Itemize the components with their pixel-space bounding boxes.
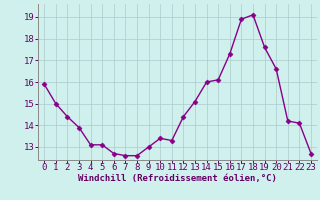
X-axis label: Windchill (Refroidissement éolien,°C): Windchill (Refroidissement éolien,°C) [78,174,277,183]
